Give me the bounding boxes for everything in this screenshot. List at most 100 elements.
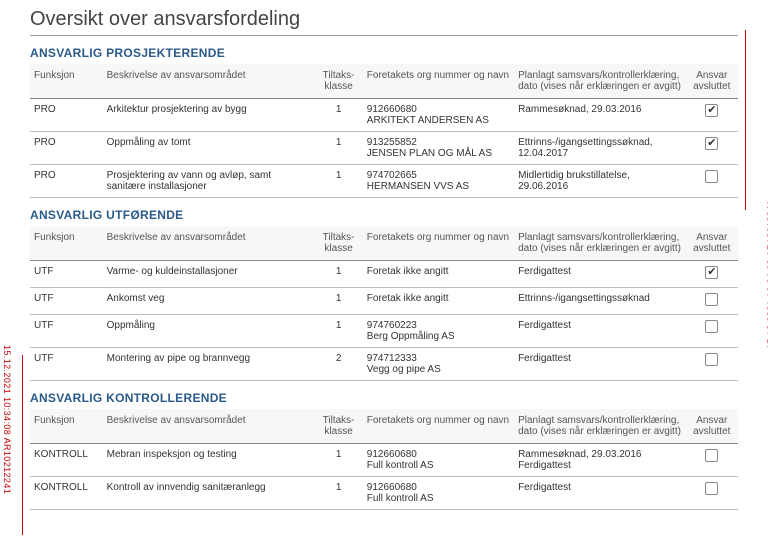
cell-beskrivelse: Oppmåling bbox=[103, 315, 315, 348]
cell-beskrivelse: Arkitektur prosjektering av bygg bbox=[103, 99, 315, 132]
column-header-planlagt: Planlagt samsvars/kontrollerklæring, dat… bbox=[514, 64, 685, 99]
ansvar-avsluttet-checkbox[interactable] bbox=[705, 104, 718, 117]
org-name: HERMANSEN VVS AS bbox=[367, 181, 510, 192]
cell-planlagt: Ettrinns-/igangsettingssøknad bbox=[514, 288, 685, 315]
org-name: Vegg og pipe AS bbox=[367, 364, 510, 375]
org-number: 974712333 bbox=[367, 353, 417, 364]
cell-ansvar bbox=[686, 315, 738, 348]
cell-beskrivelse: Mebran inspeksjon og testing bbox=[103, 444, 315, 477]
section-title: ANSVARLIG UTFØRENDE bbox=[30, 208, 738, 222]
cell-funksjon: UTF bbox=[30, 261, 103, 288]
responsibility-table: FunksjonBeskrivelse av ansvarsområdetTil… bbox=[30, 64, 738, 198]
column-header-tiltaksklasse: Tiltaks-klasse bbox=[314, 64, 362, 99]
cell-funksjon: KONTROLL bbox=[30, 477, 103, 510]
table-row: PROArkitektur prosjektering av bygg19126… bbox=[30, 99, 738, 132]
cell-org: Foretak ikke angitt bbox=[363, 288, 514, 315]
table-row: PROOppmåling av tomt1913255852JENSEN PLA… bbox=[30, 132, 738, 165]
table-row: KONTROLLKontroll av innvendig sanitæranl… bbox=[30, 477, 738, 510]
ansvar-avsluttet-checkbox[interactable] bbox=[705, 353, 718, 366]
column-header-org: Foretakets org nummer og navn bbox=[363, 409, 514, 444]
responsibility-table: FunksjonBeskrivelse av ansvarsområdetTil… bbox=[30, 226, 738, 381]
org-number: 912660680 bbox=[367, 104, 417, 115]
org-number: 974702665 bbox=[367, 170, 417, 181]
stamp-line-left bbox=[22, 355, 23, 535]
ansvar-avsluttet-checkbox[interactable] bbox=[705, 449, 718, 462]
cell-funksjon: PRO bbox=[30, 132, 103, 165]
cell-ansvar bbox=[686, 477, 738, 510]
org-name: Foretak ikke angitt bbox=[367, 266, 510, 277]
column-header-org: Foretakets org nummer og navn bbox=[363, 64, 514, 99]
cell-org: 913255852JENSEN PLAN OG MÅL AS bbox=[363, 132, 514, 165]
cell-planlagt: Ferdigattest bbox=[514, 348, 685, 381]
org-name: Berg Oppmåling AS bbox=[367, 331, 510, 342]
cell-tiltaksklasse: 1 bbox=[314, 165, 362, 198]
cell-ansvar bbox=[686, 348, 738, 381]
ansvar-avsluttet-checkbox[interactable] bbox=[705, 266, 718, 279]
cell-funksjon: PRO bbox=[30, 99, 103, 132]
org-number: 912660680 bbox=[367, 449, 417, 460]
column-header-tiltaksklasse: Tiltaks-klasse bbox=[314, 226, 362, 261]
ansvar-avsluttet-checkbox[interactable] bbox=[705, 170, 718, 183]
column-header-ansvar: Ansvar avsluttet bbox=[686, 64, 738, 99]
cell-tiltaksklasse: 1 bbox=[314, 315, 362, 348]
table-row: UTFMontering av pipe og brannvegg2974712… bbox=[30, 348, 738, 381]
org-name: JENSEN PLAN OG MÅL AS bbox=[367, 148, 510, 159]
column-header-beskrivelse: Beskrivelse av ansvarsområdet bbox=[103, 226, 315, 261]
column-header-funksjon: Funksjon bbox=[30, 409, 103, 444]
cell-planlagt: Midlertidig brukstillatelse, 29.06.2016 bbox=[514, 165, 685, 198]
org-name: Foretak ikke angitt bbox=[367, 293, 510, 304]
responsibility-table: FunksjonBeskrivelse av ansvarsområdetTil… bbox=[30, 409, 738, 510]
ansvar-avsluttet-checkbox[interactable] bbox=[705, 293, 718, 306]
column-header-planlagt: Planlagt samsvars/kontrollerklæring, dat… bbox=[514, 409, 685, 444]
column-header-beskrivelse: Beskrivelse av ansvarsområdet bbox=[103, 409, 315, 444]
cell-ansvar bbox=[686, 261, 738, 288]
org-number: 913255852 bbox=[367, 137, 417, 148]
cell-funksjon: UTF bbox=[30, 288, 103, 315]
cell-beskrivelse: Ankomst veg bbox=[103, 288, 315, 315]
table-row: KONTROLLMebran inspeksjon og testing1912… bbox=[30, 444, 738, 477]
cell-org: 974760223Berg Oppmåling AS bbox=[363, 315, 514, 348]
cell-ansvar bbox=[686, 165, 738, 198]
column-header-tiltaksklasse: Tiltaks-klasse bbox=[314, 409, 362, 444]
cell-funksjon: KONTROLL bbox=[30, 444, 103, 477]
org-number: 974760223 bbox=[367, 320, 417, 331]
cell-org: 912660680Full kontroll AS bbox=[363, 444, 514, 477]
cell-ansvar bbox=[686, 444, 738, 477]
cell-beskrivelse: Oppmåling av tomt bbox=[103, 132, 315, 165]
cell-planlagt: Rammesøknad, 29.03.2016 bbox=[514, 99, 685, 132]
ansvar-avsluttet-checkbox[interactable] bbox=[705, 482, 718, 495]
cell-org: 912660680ARKITEKT ANDERSEN AS bbox=[363, 99, 514, 132]
cell-ansvar bbox=[686, 288, 738, 315]
cell-beskrivelse: Montering av pipe og brannvegg bbox=[103, 348, 315, 381]
ansvar-avsluttet-checkbox[interactable] bbox=[705, 137, 718, 150]
cell-org: 974702665HERMANSEN VVS AS bbox=[363, 165, 514, 198]
cell-planlagt: Rammesøknad, 29.03.2016 Ferdigattest bbox=[514, 444, 685, 477]
org-name: Full kontroll AS bbox=[367, 493, 510, 504]
cell-tiltaksklasse: 1 bbox=[314, 288, 362, 315]
column-header-ansvar: Ansvar avsluttet bbox=[686, 409, 738, 444]
cell-ansvar bbox=[686, 99, 738, 132]
cell-org: 912660680Full kontroll AS bbox=[363, 477, 514, 510]
ansvar-avsluttet-checkbox[interactable] bbox=[705, 320, 718, 333]
org-name: ARKITEKT ANDERSEN AS bbox=[367, 115, 510, 126]
table-row: UTFAnkomst veg1 Foretak ikke angitt Ettrin… bbox=[30, 288, 738, 315]
cell-tiltaksklasse: 2 bbox=[314, 348, 362, 381]
cell-tiltaksklasse: 1 bbox=[314, 132, 362, 165]
cell-tiltaksklasse: 1 bbox=[314, 261, 362, 288]
section-title: ANSVARLIG KONTROLLERENDE bbox=[30, 391, 738, 405]
org-number: 912660680 bbox=[367, 482, 417, 493]
column-header-planlagt: Planlagt samsvars/kontrollerklæring, dat… bbox=[514, 226, 685, 261]
column-header-beskrivelse: Beskrivelse av ansvarsområdet bbox=[103, 64, 315, 99]
cell-planlagt: Ferdigattest bbox=[514, 315, 685, 348]
cell-beskrivelse: Varme- og kuldeinstallasjoner bbox=[103, 261, 315, 288]
page-title: Oversikt over ansvarsfordeling bbox=[30, 8, 738, 36]
section-title: ANSVARLIG PROSJEKTERENDE bbox=[30, 46, 738, 60]
cell-funksjon: UTF bbox=[30, 315, 103, 348]
cell-org: Foretak ikke angitt bbox=[363, 261, 514, 288]
cell-funksjon: UTF bbox=[30, 348, 103, 381]
column-header-ansvar: Ansvar avsluttet bbox=[686, 226, 738, 261]
column-header-org: Foretakets org nummer og navn bbox=[363, 226, 514, 261]
cell-planlagt: Ettrinns-/igangsettingssøknad, 12.04.201… bbox=[514, 132, 685, 165]
cell-ansvar bbox=[686, 132, 738, 165]
cell-org: 974712333Vegg og pipe AS bbox=[363, 348, 514, 381]
